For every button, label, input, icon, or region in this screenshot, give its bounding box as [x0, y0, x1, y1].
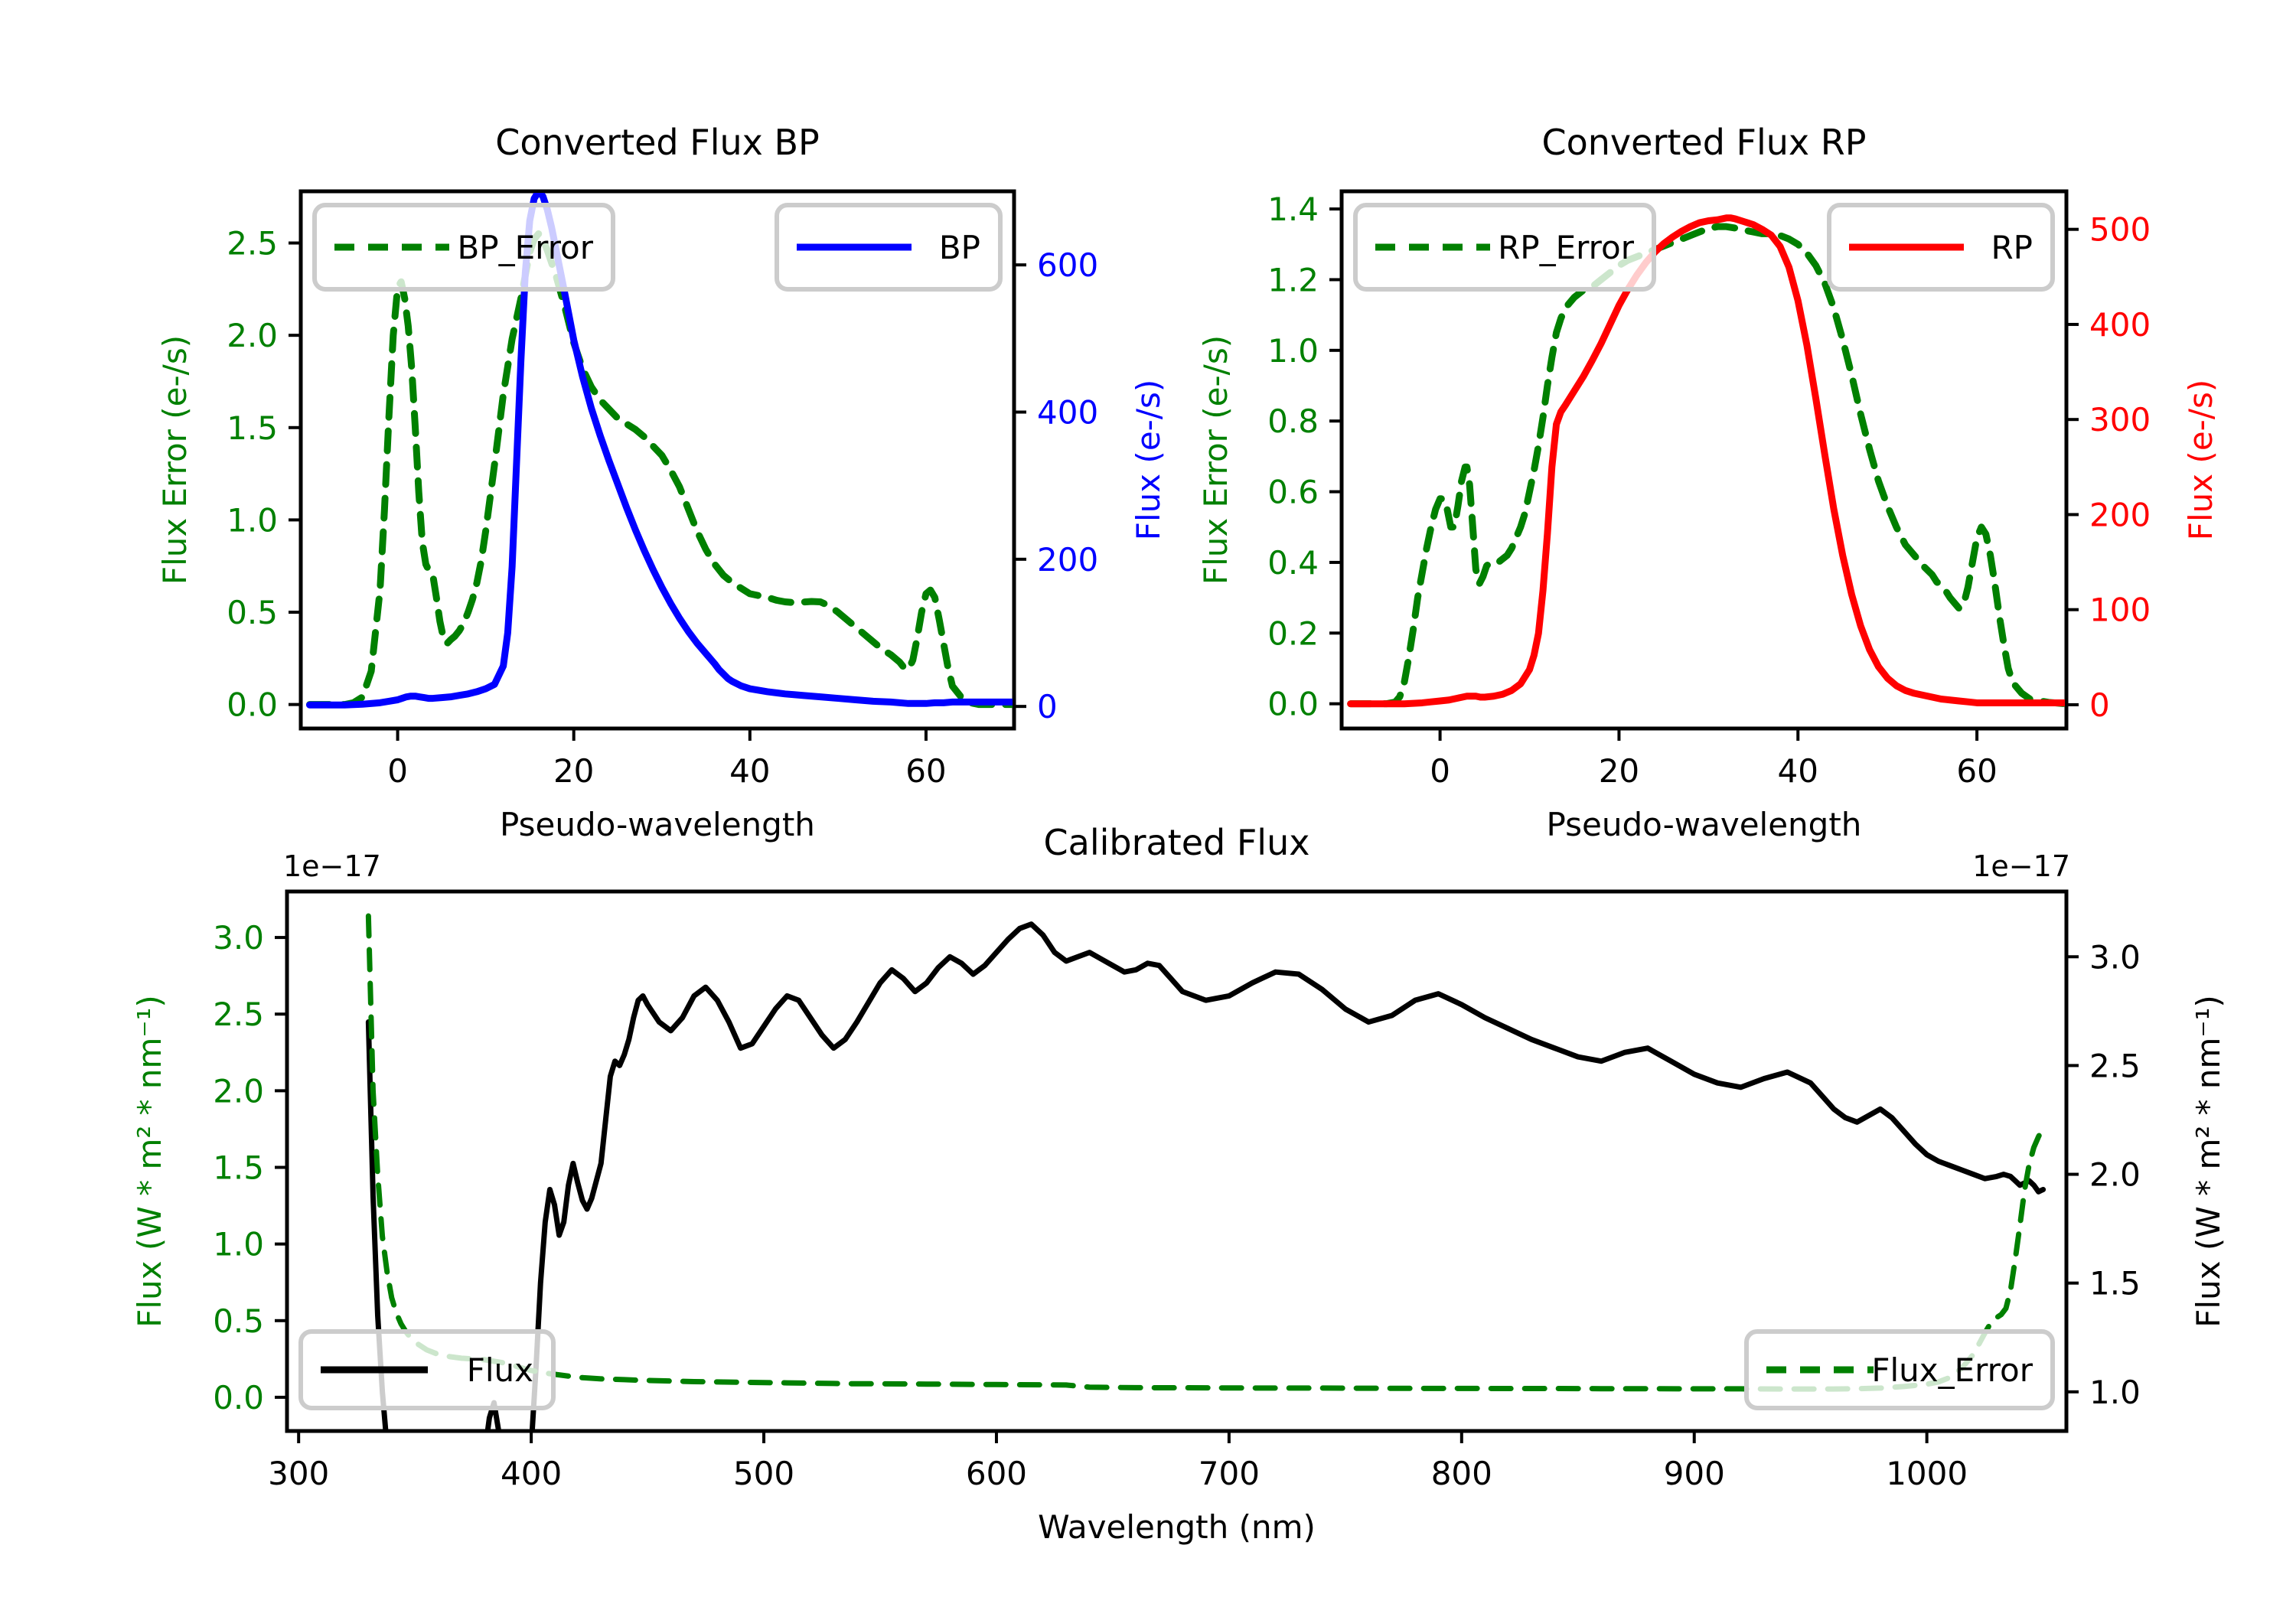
- legend-label-flux-error: Flux_Error: [1871, 1351, 2033, 1389]
- legend-bp-converted-flux-bp[interactable]: BP: [775, 203, 1003, 292]
- curves-converted-flux-rp: [1347, 214, 2065, 708]
- curves-converted-flux-bp: [306, 193, 1013, 709]
- series-flux: [365, 921, 2047, 1429]
- series-flux-error: [365, 913, 2047, 1392]
- ytick-label-left-1: 0.2: [1267, 614, 1319, 652]
- ytick-label-right-0: 0: [2089, 686, 2110, 724]
- ytick-label-left-0: 0.0: [227, 686, 278, 724]
- ytick-label-right-1: 100: [2089, 592, 2151, 629]
- ytick-label-left-2: 1.0: [227, 501, 278, 539]
- xtick-label-4: 700: [1199, 1455, 1260, 1492]
- ytick-label-right-2: 2.0: [2089, 1156, 2141, 1194]
- series-rp-error: [1347, 223, 2065, 708]
- panel-title-converted-flux-rp: Converted Flux RP: [1542, 122, 1867, 163]
- xaxis-label-converted-flux-rp: Pseudo-wavelength: [1547, 806, 1862, 843]
- series-bp-error: [306, 230, 1013, 709]
- xtick-label-0: 300: [268, 1455, 329, 1492]
- xtick-label-2: 500: [733, 1455, 794, 1492]
- ytick-label-left-0: 0.0: [213, 1379, 264, 1416]
- yaxis-label-left-calibrated-flux: Flux (W * m² * nm⁻¹): [131, 995, 168, 1328]
- legend-bp-error-converted-flux-bp[interactable]: BP_Error: [312, 203, 615, 292]
- legend-box: [1744, 1329, 2055, 1410]
- xtick-label-3: 600: [966, 1455, 1027, 1492]
- xtick-label-0: 0: [1430, 752, 1450, 790]
- series-rp: [1347, 214, 2065, 708]
- ytick-label-left-6: 3.0: [213, 919, 264, 957]
- legend-flux-error-calibrated-flux[interactable]: Flux_Error: [1744, 1329, 2055, 1410]
- legend-label-bp-error: BP_Error: [457, 229, 593, 266]
- legend-box: [1353, 203, 1656, 292]
- panel-title-calibrated-flux: Calibrated Flux: [1044, 822, 1310, 863]
- ytick-label-left-4: 2.0: [227, 317, 278, 354]
- ytick-label-left-2: 0.4: [1267, 544, 1319, 582]
- xaxis-label-calibrated-flux: Wavelength (nm): [1038, 1508, 1316, 1546]
- ytick-label-right-1: 1.5: [2089, 1265, 2141, 1302]
- ytick-label-left-5: 2.5: [213, 996, 264, 1033]
- ytick-label-right-2: 400: [1037, 393, 1098, 431]
- xtick-label-7: 1000: [1886, 1455, 1968, 1492]
- ytick-label-left-0: 0.0: [1267, 686, 1319, 723]
- yaxis-label-right-converted-flux-bp: Flux (e-/s): [1130, 380, 1167, 540]
- panel-title-converted-flux-bp: Converted Flux BP: [495, 122, 820, 163]
- ytick-label-left-3: 0.6: [1267, 474, 1319, 511]
- xtick-label-6: 900: [1664, 1455, 1725, 1492]
- legend-label-rp: RP: [1991, 229, 2033, 266]
- xtick-label-2: 40: [1778, 752, 1818, 790]
- legend-label-rp-error: RP_Error: [1498, 229, 1635, 266]
- ytick-label-right-0: 0: [1037, 688, 1058, 725]
- legend-label-bp: BP: [939, 229, 980, 266]
- ytick-label-right-3: 300: [2089, 401, 2151, 438]
- xtick-label-3: 60: [905, 752, 946, 790]
- y-offset-text-left-calibrated-flux: 1e−17: [283, 849, 381, 883]
- xtick-label-5: 800: [1431, 1455, 1492, 1492]
- xtick-label-1: 20: [553, 752, 594, 790]
- ytick-label-left-5: 2.5: [227, 225, 278, 262]
- ytick-label-left-3: 1.5: [227, 409, 278, 447]
- ytick-label-right-4: 400: [2089, 306, 2151, 344]
- ytick-label-right-0: 1.0: [2089, 1374, 2141, 1411]
- ytick-label-left-3: 1.5: [213, 1149, 264, 1187]
- xtick-label-3: 60: [1956, 752, 1997, 790]
- y-offset-text-right-calibrated-flux: 1e−17: [1972, 849, 2070, 883]
- legend-box: [312, 203, 615, 292]
- yaxis-label-left-converted-flux-bp: Flux Error (e-/s): [156, 335, 194, 585]
- legend-rp-converted-flux-rp[interactable]: RP: [1827, 203, 2055, 292]
- panel-converted-flux-bp: Converted Flux BP 0 20 40 60 Pseudo-wavelengt…: [156, 122, 1167, 843]
- xtick-label-2: 40: [729, 752, 770, 790]
- ytick-label-right-5: 500: [2089, 211, 2151, 249]
- plot-frame-converted-flux-rp: [1339, 189, 2069, 731]
- yaxis-label-left-converted-flux-rp: Flux Error (e-/s): [1197, 335, 1234, 585]
- plot-frame-calibrated-flux: [285, 889, 2069, 1433]
- legend-flux-calibrated-flux[interactable]: Flux: [298, 1329, 556, 1410]
- ytick-label-right-4: 3.0: [2089, 938, 2141, 976]
- ytick-label-left-5: 1.0: [1267, 332, 1319, 370]
- series-bp: [306, 193, 1013, 709]
- ytick-label-left-1: 0.5: [213, 1302, 264, 1340]
- yaxis-label-right-calibrated-flux: Flux (W * m² * nm⁻¹): [2190, 995, 2227, 1328]
- yaxis-label-right-converted-flux-rp: Flux (e-/s): [2182, 380, 2219, 540]
- ytick-label-left-1: 0.5: [227, 594, 278, 631]
- ytick-label-right-2: 200: [2089, 496, 2151, 533]
- curves-calibrated-flux: [365, 913, 2047, 1429]
- legend-rp-error-converted-flux-rp[interactable]: RP_Error: [1353, 203, 1656, 292]
- panel-calibrated-flux: Calibrated Flux 1e−17 1e−17 300 400 500 600 700…: [131, 822, 2227, 1546]
- xtick-label-1: 20: [1599, 752, 1639, 790]
- ytick-label-left-4: 2.0: [213, 1072, 264, 1110]
- xtick-label-0: 0: [387, 752, 408, 790]
- ytick-label-left-7: 1.4: [1267, 191, 1319, 228]
- xtick-label-1: 400: [501, 1455, 562, 1492]
- xaxis-label-converted-flux-bp: Pseudo-wavelength: [500, 806, 815, 843]
- ytick-label-left-4: 0.8: [1267, 403, 1319, 440]
- ytick-label-right-1: 200: [1037, 541, 1098, 579]
- ytick-label-left-6: 1.2: [1267, 261, 1319, 298]
- panel-converted-flux-rp: Converted Flux RP 0 20 40 60 Pseudo-wavelengt…: [1197, 122, 2219, 843]
- legend-label-flux: Flux: [467, 1351, 533, 1389]
- ytick-label-right-3: 2.5: [2089, 1047, 2141, 1084]
- ytick-label-left-2: 1.0: [213, 1226, 264, 1263]
- ytick-label-right-3: 600: [1037, 246, 1098, 284]
- plot-frame-converted-flux-bp: [298, 189, 1016, 731]
